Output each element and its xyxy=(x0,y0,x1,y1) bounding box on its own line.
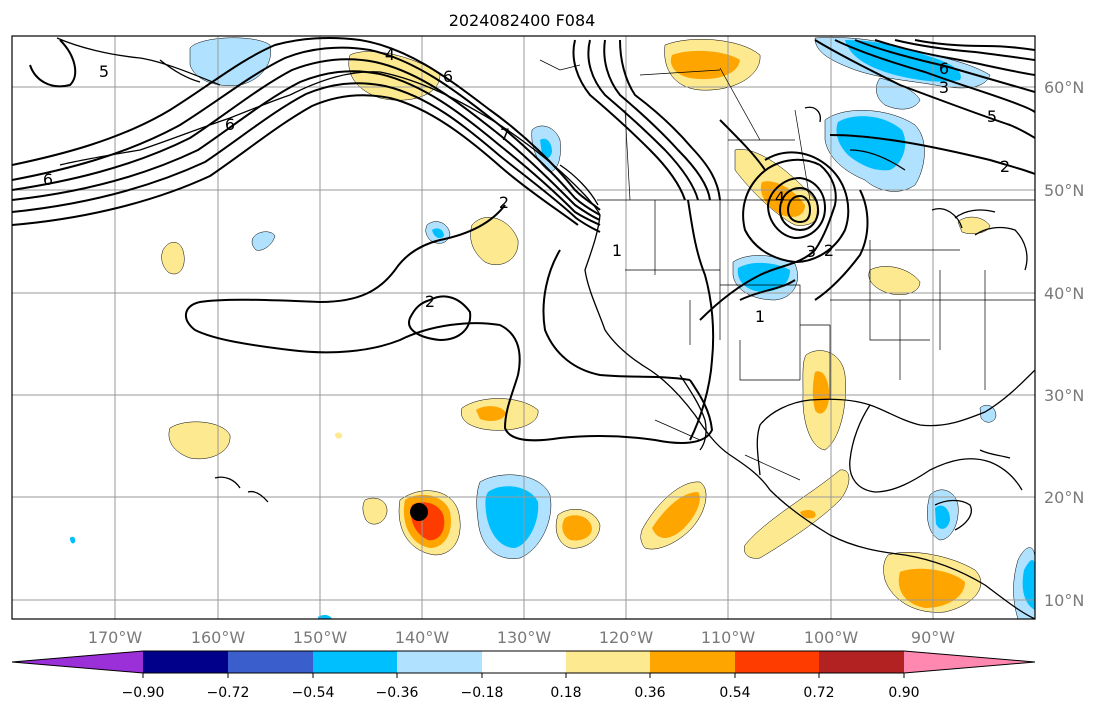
map-area: 5 4 6 7 6 2 1 2 4 3 2 1 6 3 2 6 5 xyxy=(12,36,1035,619)
lon-label: 90°W xyxy=(911,628,955,647)
colorbar-tick-label: −0.18 xyxy=(461,685,504,701)
storm-center-marker xyxy=(410,503,428,521)
colorbar xyxy=(11,650,1036,678)
lat-label: 10°N xyxy=(1044,591,1084,610)
lon-label: 120°W xyxy=(599,628,654,647)
contour-label: 5 xyxy=(987,107,997,126)
latitude-labels: 10°N 20°N 30°N 40°N 50°N 60°N xyxy=(1044,78,1084,610)
colorbar-segment xyxy=(143,651,228,673)
contour-lines xyxy=(12,36,1035,444)
contour-label: 4 xyxy=(775,188,785,207)
colorbar-ticks: −0.90 −0.72 −0.54 −0.36 −0.18 0.18 0.36 … xyxy=(122,685,920,701)
colorbar-tick-label: 0.18 xyxy=(550,685,581,701)
lon-label: 150°W xyxy=(293,628,348,647)
colorbar-segment xyxy=(819,651,904,673)
lat-label: 30°N xyxy=(1044,386,1084,405)
map-frame xyxy=(11,35,1036,620)
map-title: 2024082400 F084 xyxy=(449,11,596,30)
lon-label: 160°W xyxy=(191,628,246,647)
contour-label: 2 xyxy=(824,241,834,260)
colorbar-tick-label: 0.90 xyxy=(888,685,919,701)
contour-label: 2 xyxy=(499,193,509,212)
contour-label: 6 xyxy=(43,170,53,189)
contour-label: 7 xyxy=(500,125,510,144)
contour-label: 3 xyxy=(939,78,949,97)
colorbar-segment xyxy=(650,651,735,673)
colorbar-tick-label: −0.54 xyxy=(292,685,335,701)
lat-label: 20°N xyxy=(1044,488,1084,507)
colorbar-extend-min xyxy=(12,651,143,673)
colorbar-segment xyxy=(566,651,650,673)
contour-label: 1 xyxy=(755,307,765,326)
contour-label: 6 xyxy=(939,59,949,78)
contour-label: 6 xyxy=(443,67,453,86)
colorbar-tick-label: −0.90 xyxy=(122,685,165,701)
graticule xyxy=(12,36,1035,619)
colorbar-tick-label: −0.36 xyxy=(376,685,419,701)
colorbar-segment xyxy=(397,651,482,673)
contour-label: 6 xyxy=(225,115,235,134)
coastlines xyxy=(56,37,1035,619)
negative-anomalies xyxy=(70,37,1035,619)
colorbar-tick-label: 0.36 xyxy=(634,685,665,701)
colorbar-segment xyxy=(482,651,566,673)
contour-label: 1 xyxy=(612,241,622,260)
longitude-labels: 170°W 160°W 150°W 140°W 130°W 120°W 110°… xyxy=(88,628,955,647)
lon-label: 130°W xyxy=(497,628,552,647)
colorbar-segment xyxy=(228,651,313,673)
colorbar-tick-label: −0.72 xyxy=(207,685,250,701)
colorbar-segment xyxy=(735,651,819,673)
colorbar-tick-label: 0.54 xyxy=(719,685,750,701)
contour-label-group: 5 4 6 7 6 2 1 2 4 3 2 1 6 3 2 6 5 xyxy=(43,45,1010,326)
lon-label: 100°W xyxy=(804,628,859,647)
lat-label: 50°N xyxy=(1044,181,1084,200)
contour-label: 2 xyxy=(1000,157,1010,176)
lon-label: 140°W xyxy=(395,628,450,647)
lon-label: 170°W xyxy=(88,628,143,647)
lat-label: 40°N xyxy=(1044,284,1084,303)
lon-label: 110°W xyxy=(701,628,756,647)
colorbar-tick-label: 0.72 xyxy=(803,685,834,701)
contour-label: 4 xyxy=(385,45,395,64)
contour-label: 2 xyxy=(425,292,435,311)
colorbar-segment xyxy=(313,651,397,673)
lat-label: 60°N xyxy=(1044,78,1084,97)
contour-label: 5 xyxy=(99,62,109,81)
contour-label: 3 xyxy=(806,242,816,261)
colorbar-extend-max xyxy=(904,651,1035,673)
